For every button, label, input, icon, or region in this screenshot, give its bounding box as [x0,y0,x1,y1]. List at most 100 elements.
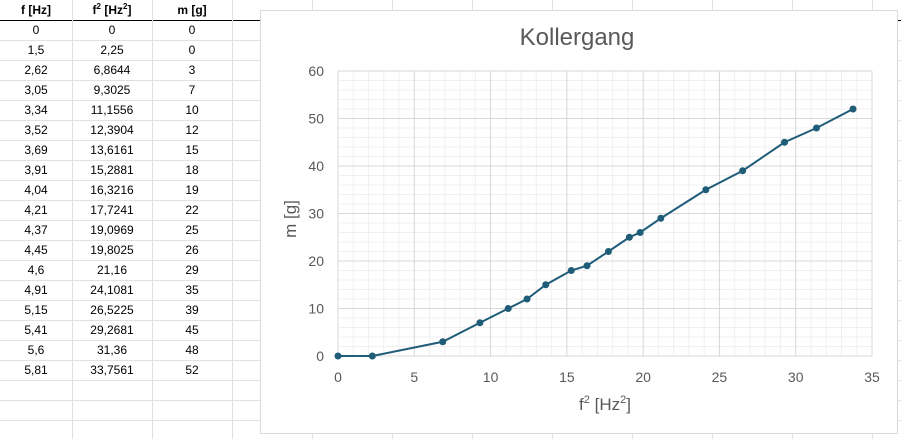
cell-mass[interactable]: 19 [185,183,199,197]
x-tick-label: 30 [788,369,804,385]
cell-frequency-squared[interactable]: 16,3216 [90,183,134,197]
cell-frequency-squared[interactable]: 33,7561 [90,363,134,377]
y-axis-title: m [g] [281,200,300,238]
x-tick-label: 20 [635,369,651,385]
cell-frequency-squared[interactable]: 13,6161 [90,143,134,157]
cell-mass[interactable]: 15 [185,143,199,157]
cell-frequency-squared[interactable]: 2,25 [100,43,124,57]
data-point [334,352,342,360]
data-point [542,281,550,289]
y-tick-labels: 0 10 20 30 40 50 60 [308,63,324,364]
cell-frequency[interactable]: 4,6 [27,263,45,277]
cell-mass[interactable]: 45 [185,323,199,337]
x-tick-label: 15 [559,369,575,385]
cell-mass[interactable]: 0 [188,43,196,57]
cell-frequency[interactable]: 4,45 [24,243,48,257]
y-tick-label: 30 [308,206,324,222]
data-point [504,305,512,312]
y-tick-label: 10 [308,301,324,317]
cell-frequency-squared[interactable]: 19,0969 [90,223,134,237]
cell-frequency[interactable]: 5,81 [24,363,48,377]
chart-area[interactable]: Kollergang 0 5 10 15 20 25 30 35 0 10 20 30 40 50 60 … [260,10,898,434]
data-point [368,352,376,360]
y-tick-label: 20 [308,253,324,269]
major-gridlines [337,70,873,357]
chart-title: Kollergang [520,24,635,51]
cell-frequency[interactable]: 3,69 [24,143,48,157]
y-tick-label: 50 [308,111,324,127]
data-point [625,233,633,241]
cell-frequency-squared[interactable]: 9,3025 [93,83,131,97]
cell-mass[interactable]: 26 [185,243,199,257]
cell-frequency-squared[interactable]: 12,3904 [90,123,134,137]
y-tick-label: 40 [308,158,324,174]
cell-mass[interactable]: 12 [185,123,199,137]
cell-frequency[interactable]: 5,41 [24,323,48,337]
data-point [476,319,484,327]
data-point [812,124,820,132]
x-axis-title: f2 [Hz2] [579,394,631,414]
cell-mass[interactable]: 48 [185,343,199,357]
chart-canvas: Kollergang 0 5 10 15 20 25 30 35 0102030405060 … [281,24,880,414]
cell-mass[interactable]: 10 [185,103,199,117]
x-tick-label: 35 [864,369,880,385]
x-tick-label: 25 [712,369,728,385]
cell-frequency[interactable]: 0 [32,23,40,37]
cell-frequency-squared[interactable]: 6,8644 [93,63,131,77]
cell-mass[interactable]: 18 [185,163,199,177]
cell-mass[interactable]: 35 [185,283,199,297]
x-tick-label: 5 [410,369,418,385]
cell-frequency[interactable]: 4,04 [24,183,48,197]
data-point [849,105,857,113]
cell-mass[interactable]: 3 [188,63,196,77]
data-point [439,338,447,346]
cell-mass[interactable]: 39 [185,303,199,317]
cell-frequency[interactable]: 1,5 [27,43,45,57]
data-point [657,214,665,222]
x-tick-labels: 0 5 10 15 20 25 30 35 [334,369,880,385]
cell-frequency-squared[interactable]: 24,1081 [90,283,134,297]
data-point [781,138,789,146]
cell-mass[interactable]: 0 [188,23,196,37]
cell-mass[interactable]: 7 [188,83,196,97]
cell-frequency-squared[interactable]: 0 [108,23,116,37]
cell-frequency[interactable]: 4,37 [24,223,48,237]
data-point [583,262,591,270]
cell-frequency[interactable]: 3,91 [24,163,48,177]
cell-frequency[interactable]: 3,52 [24,123,48,137]
cell-frequency-squared[interactable]: 31,36 [96,343,128,357]
cell-frequency[interactable]: 4,91 [24,283,48,297]
cell-frequency[interactable]: 5,6 [27,343,45,357]
cell-frequency-squared[interactable]: 11,1556 [90,103,134,117]
data-point [567,267,575,274]
data-point [604,248,612,255]
data-point [739,167,747,175]
cell-mass[interactable]: 52 [185,363,199,377]
data-series [334,105,857,360]
cell-frequency-squared[interactable]: 15,2881 [90,163,134,177]
x-tick-label: 10 [483,369,499,385]
x-tick-label: 0 [334,369,342,385]
cell-frequency-squared[interactable]: 17,7241 [90,203,134,217]
cell-frequency[interactable]: 2,62 [24,63,48,77]
series-line [338,108,854,357]
data-point [523,295,531,303]
header-frequency[interactable]: f [Hz] [21,3,51,17]
cell-mass[interactable]: 25 [185,223,199,237]
y-tick-label: 0 [316,348,324,364]
data-point [702,186,710,194]
cell-frequency-squared[interactable]: 21,16 [96,263,128,277]
y-tick-label: 60 [308,63,324,79]
cell-frequency[interactable]: 3,05 [24,83,48,97]
header-mass[interactable]: m [g] [177,3,207,17]
data-point [636,229,644,236]
cell-mass[interactable]: 22 [185,203,199,217]
cell-frequency-squared[interactable]: 29,2681 [90,323,134,337]
cell-frequency[interactable]: 5,15 [24,303,48,317]
cell-frequency-squared[interactable]: 19,8025 [90,243,134,257]
header-frequency-squared[interactable]: f2 [Hz2] [92,2,132,18]
cell-frequency[interactable]: 4,21 [24,203,48,217]
cell-frequency[interactable]: 3,34 [24,103,48,117]
cell-mass[interactable]: 29 [185,263,199,277]
cell-frequency-squared[interactable]: 26,5225 [90,303,134,317]
